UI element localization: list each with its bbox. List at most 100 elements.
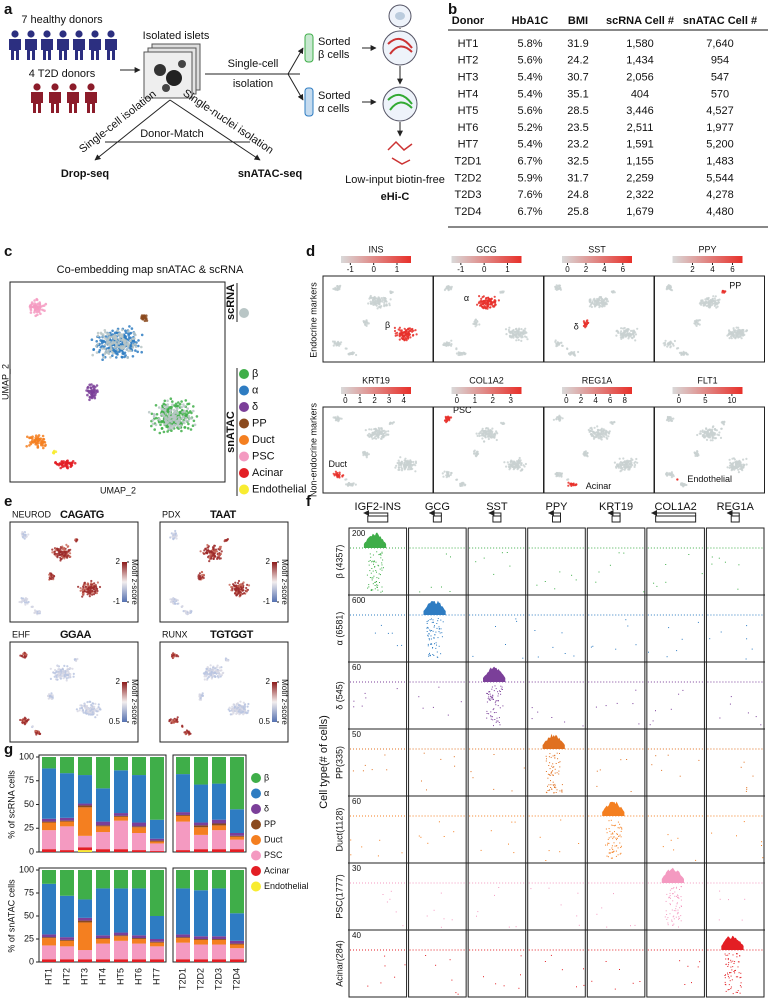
umap-point (180, 416, 184, 420)
umap-point (555, 345, 558, 348)
umap-point (33, 306, 36, 310)
umap-point (634, 331, 637, 334)
umap-point (721, 290, 724, 293)
umap-point (186, 402, 189, 406)
gene-label: SST (486, 501, 508, 513)
umap-point (705, 300, 708, 304)
umap-point (376, 299, 379, 302)
read-dot (653, 582, 655, 584)
umap-point (88, 398, 91, 402)
umap-point (22, 599, 25, 602)
umap-point (75, 538, 79, 541)
table-header: snATAC Cell # (683, 15, 757, 27)
umap-point (88, 700, 91, 703)
umap-point (455, 347, 458, 350)
read-dot (509, 565, 511, 567)
umap-point (95, 592, 98, 595)
umap-point (65, 460, 69, 463)
umap-point (68, 667, 71, 670)
plot-frame (9, 281, 226, 483)
umap-point (63, 664, 66, 668)
umap-point (365, 456, 368, 459)
umap-point (514, 335, 517, 338)
umap-point (35, 439, 38, 443)
umap-point (597, 301, 600, 304)
umap-point (449, 288, 453, 291)
umap-point (373, 428, 376, 431)
umap-point (52, 451, 56, 455)
axis-label: UMAP_2 (0, 364, 10, 400)
umap-point (170, 429, 173, 433)
umap-point (602, 434, 605, 437)
umap-point (64, 673, 67, 676)
person-icon (49, 83, 61, 113)
umap-point (37, 611, 40, 614)
umap-point (745, 457, 748, 460)
umap-point (208, 560, 211, 563)
umap-point (132, 340, 135, 343)
umap-point (697, 319, 700, 322)
umap-point (64, 553, 67, 556)
umap-point (740, 337, 743, 340)
umap-point (33, 299, 36, 302)
table-cell: 1,977 (706, 122, 734, 134)
label: α cells (318, 103, 350, 115)
umap-point (732, 328, 735, 332)
table-cell: 1,679 (626, 206, 654, 218)
umap-point (497, 299, 500, 302)
umap-point (21, 721, 24, 724)
read-dot (428, 638, 430, 640)
umap-point (391, 422, 394, 425)
umap-point (399, 461, 402, 465)
umap-point (207, 546, 210, 549)
umap-point (77, 585, 80, 588)
umap-point (666, 286, 669, 289)
umap-point (118, 335, 122, 338)
umap-point (166, 430, 169, 433)
umap-point (718, 431, 721, 434)
umap-point (107, 343, 111, 346)
umap-point (186, 427, 190, 430)
gene-model (367, 515, 389, 523)
umap-point (407, 462, 410, 465)
read-dot (369, 560, 371, 561)
umap-point (89, 713, 92, 716)
umap-point (668, 342, 672, 345)
umap-point (72, 675, 75, 678)
read-dot (441, 586, 442, 588)
umap-point (472, 450, 476, 453)
table-cell: 28.5 (567, 105, 588, 117)
umap-point (230, 585, 233, 589)
umap-point (246, 583, 249, 587)
legend-swatch (239, 308, 249, 318)
umap-point (171, 413, 175, 416)
read-dot (665, 581, 667, 583)
colorbar-tick-label: -1 (347, 265, 355, 274)
arrow (287, 73, 304, 101)
umap-point (396, 334, 399, 337)
colorbar (122, 682, 127, 722)
read-dot (381, 562, 383, 564)
table-cell: T2D3 (455, 189, 482, 201)
umap-point (171, 720, 174, 723)
cluster-label: β (385, 320, 390, 330)
umap-point (349, 352, 352, 355)
umap-point (681, 482, 684, 485)
motif-logo: TGTGGT (210, 629, 254, 641)
umap-point (96, 331, 100, 335)
umap-point (241, 592, 244, 595)
umap-point (241, 710, 244, 713)
umap-point (482, 302, 485, 305)
umap-point (90, 389, 94, 393)
umap-point (366, 434, 369, 437)
umap-point (389, 298, 392, 301)
umap-point (713, 302, 716, 305)
umap-point (508, 326, 511, 329)
umap-point (567, 481, 570, 484)
umap-point (27, 533, 30, 536)
umap-point (600, 430, 603, 433)
umap-point (596, 300, 599, 303)
plot-frame (159, 641, 289, 743)
umap-point (715, 306, 718, 309)
legend-swatch (239, 385, 249, 396)
